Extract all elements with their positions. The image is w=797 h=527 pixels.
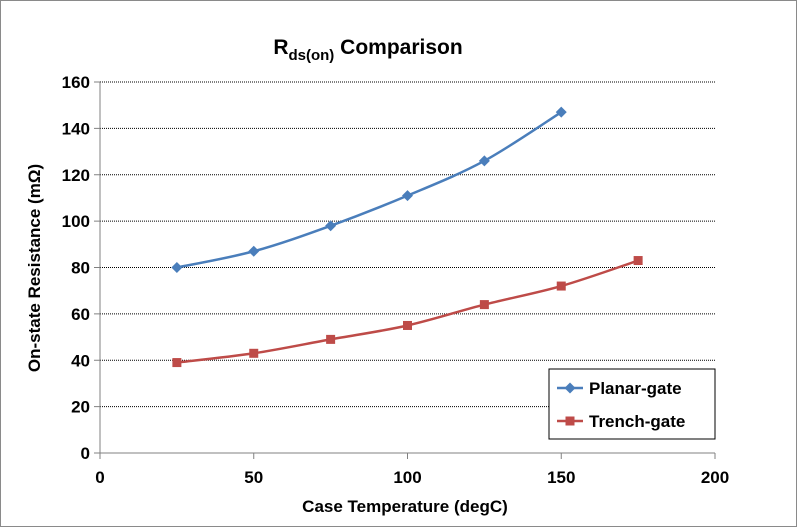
data-point: [555, 106, 567, 118]
legend-box: [548, 368, 716, 440]
x-tick-label: 50: [244, 468, 263, 487]
chart-title-main: R: [273, 36, 288, 59]
legend-marker: [565, 416, 575, 426]
series-line: [176, 259, 639, 364]
legend-label: Trench-gate: [589, 412, 685, 431]
x-tick-label: 0: [95, 468, 104, 487]
y-tick-label: 140: [62, 119, 90, 138]
y-tick-label: 0: [81, 444, 90, 463]
data-point: [479, 300, 489, 310]
data-point: [249, 348, 259, 358]
gridlines: [100, 81, 715, 408]
y-tick-label: 100: [62, 212, 90, 231]
x-axis-title: Case Temperature (degC): [302, 497, 508, 516]
series-group: [171, 106, 643, 368]
y-tick-label: 80: [71, 259, 90, 278]
data-point: [248, 245, 260, 257]
series-trench-gate: [172, 256, 643, 368]
data-point: [556, 281, 566, 291]
data-point: [403, 320, 412, 330]
y-axis-title: On-state Resistance (mΩ): [25, 164, 44, 372]
y-tick-label: 160: [62, 73, 90, 92]
chart-title-subscript: ds(on): [288, 47, 334, 64]
x-tick-label: 150: [547, 468, 575, 487]
x-tick-label: 200: [701, 468, 729, 487]
data-point: [171, 262, 183, 273]
y-tick-label: 60: [71, 305, 90, 324]
legend-item: Planar-gate: [557, 379, 682, 398]
x-tick-label: 100: [393, 468, 421, 487]
legend: Planar-gate Trench-gate: [548, 368, 716, 440]
x-tick-labels: 0 50 100 150 200: [95, 468, 729, 487]
data-point: [402, 190, 413, 202]
data-point: [633, 256, 643, 266]
legend-label: Planar-gate: [589, 379, 682, 398]
data-point: [478, 155, 490, 167]
legend-marker: [564, 382, 576, 394]
y-tick-label: 120: [62, 166, 90, 185]
data-point: [326, 334, 336, 344]
chart-title-rest: Comparison: [334, 36, 462, 59]
data-point: [172, 358, 182, 368]
axes: [94, 81, 716, 459]
data-point: [325, 220, 337, 232]
y-tick-labels: 0 20 40 60 80 100 120 140 160: [62, 73, 90, 463]
y-tick-label: 20: [71, 398, 90, 417]
legend-item: Trench-gate: [557, 412, 685, 431]
chart-title: Rds(on) Comparison: [273, 36, 462, 64]
y-tick-label: 40: [71, 351, 90, 370]
series-planar-gate: [171, 106, 567, 273]
series-line: [176, 111, 562, 269]
